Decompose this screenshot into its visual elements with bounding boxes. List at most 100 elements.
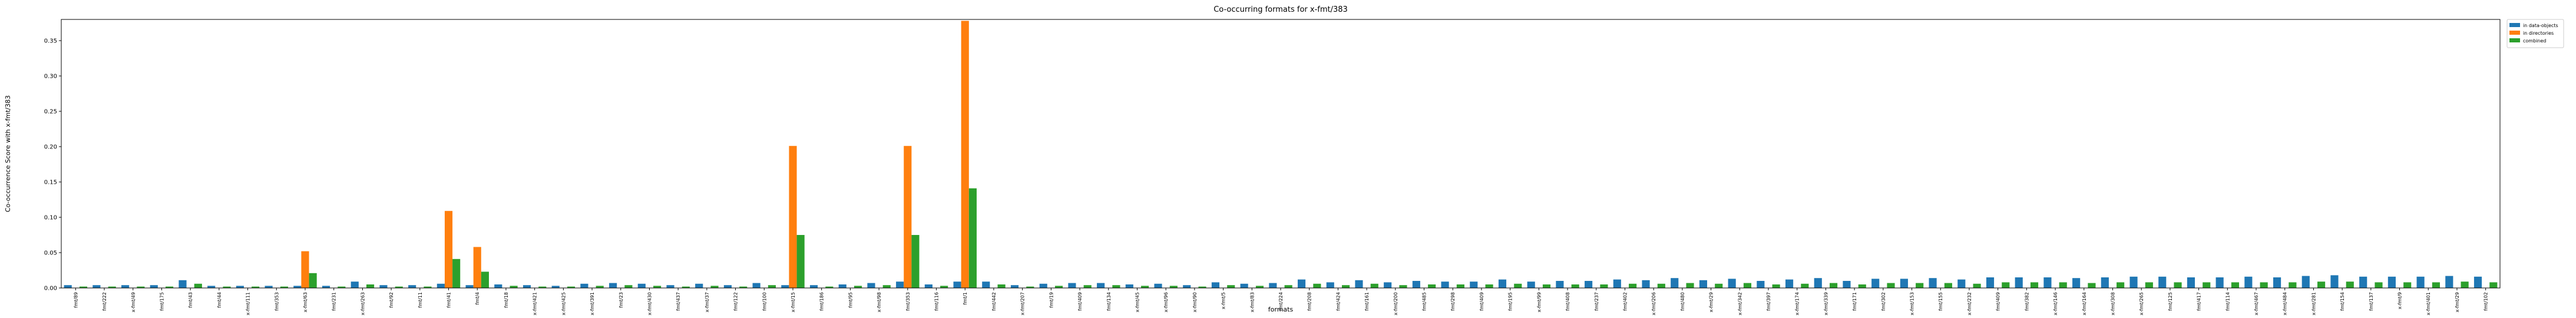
bar-in-data-objects-68 (2015, 277, 2023, 288)
bar-in-data-objects-33 (1010, 285, 1019, 288)
x-tick-label: fmt/382 (2024, 292, 2029, 311)
bar-combined-63 (1887, 283, 1895, 288)
plot-bars (64, 21, 2498, 289)
bar-combined-18 (596, 286, 604, 288)
bar-in-data-objects-37 (1125, 284, 1133, 288)
bar-in-data-objects-40 (1211, 282, 1220, 288)
bar-combined-46 (1399, 285, 1407, 288)
bar-combined-82 (2432, 282, 2440, 288)
y-tick-label: 0.20 (44, 144, 57, 151)
bar-in-data-objects-13 (437, 283, 445, 288)
x-tick-label: x-fmt/265 (2139, 292, 2144, 315)
bar-in-data-objects-79 (2330, 275, 2339, 288)
x-tick-label: x-fmt/263 (360, 292, 365, 315)
y-tick-label: 0.10 (44, 215, 57, 221)
bar-in-data-objects-10 (350, 281, 359, 288)
bar-in-data-objects-18 (580, 283, 588, 288)
bar-combined-72 (2145, 282, 2153, 288)
bar-combined-49 (1485, 284, 1493, 288)
x-tick-label: fmt/114 (2225, 292, 2230, 311)
bar-in-data-objects-5 (207, 286, 216, 288)
bar-in-data-objects-66 (1957, 279, 1966, 288)
x-tick-label: fmt/19 (1049, 292, 1054, 308)
x-tick-label: fmt/137 (2369, 292, 2374, 311)
bar-combined-7 (280, 286, 289, 288)
x-tick-label: x-fmt/153 (1910, 292, 1915, 315)
bar-combined-40 (1227, 285, 1235, 288)
bar-combined-48 (1456, 284, 1464, 288)
x-tick-label: x-fmt/15 (791, 292, 796, 312)
x-tick-label: fmt/208 (1307, 292, 1312, 311)
bar-combined-20 (653, 286, 662, 288)
legend-label-in-directories: in directories (2523, 31, 2554, 36)
bar-combined-53 (1600, 284, 1608, 288)
bar-combined-65 (1944, 283, 1952, 288)
bar-combined-39 (1198, 286, 1206, 288)
x-tick-label: x-fmt/281 (2311, 292, 2316, 315)
bar-in-data-objects-34 (1039, 283, 1047, 288)
legend-label-combined: combined (2523, 38, 2546, 44)
legend: in data-objects in directories combined (2506, 19, 2564, 48)
bar-in-data-objects-62 (1843, 281, 1851, 288)
x-tick-label: x-fmt/146 (2053, 292, 2058, 315)
x-tick-label: fmt/195 (1508, 292, 1513, 311)
chart-title: Co-occurring formats for x-fmt/383 (1213, 5, 1348, 14)
x-tick-label: fmt/125 (2168, 292, 2173, 311)
bar-in-data-objects-41 (1240, 283, 1248, 288)
x-tick-label: x-fmt/206 (1651, 292, 1656, 315)
bar-in-data-objects-64 (1900, 279, 1908, 288)
bar-in-data-objects-72 (2129, 276, 2138, 288)
bar-combined-55 (1657, 283, 1665, 288)
bar-in-data-objects-52 (1556, 281, 1564, 288)
bar-combined-56 (1686, 283, 1694, 288)
bar-combined-27 (854, 286, 862, 288)
x-tick-label: x-fmt/342 (1737, 292, 1742, 315)
bar-combined-60 (1801, 283, 1809, 288)
bar-in-data-objects-17 (551, 286, 560, 288)
x-tick-label: x-fmt/45 (1135, 292, 1140, 312)
x-tick-label: x-fmt/29 (1709, 292, 1714, 312)
bar-in-directories-13 (444, 211, 453, 288)
x-tick-label: x-fmt/111 (246, 292, 251, 315)
bar-combined-74 (2203, 282, 2211, 288)
bar-in-data-objects-78 (2301, 276, 2310, 288)
bar-in-data-objects-49 (1470, 281, 1478, 288)
bar-in-data-objects-59 (1757, 281, 1765, 288)
y-tick-label: 0.00 (44, 286, 57, 292)
bar-in-data-objects-73 (2158, 276, 2167, 288)
x-tick-label: x-fmt/421 (533, 292, 538, 315)
bar-in-data-objects-22 (695, 283, 703, 288)
bar-combined-58 (1743, 283, 1752, 288)
bar-combined-19 (624, 285, 633, 288)
bar-in-data-objects-24 (752, 283, 760, 288)
x-tick-label: fmt/23 (619, 292, 624, 308)
bar-in-data-objects-11 (379, 285, 388, 288)
x-tick-label: x-fmt/401 (2426, 292, 2431, 315)
bar-in-data-objects-82 (2416, 276, 2425, 288)
bar-in-data-objects-65 (1929, 278, 1937, 288)
bar-in-directories-8 (301, 251, 309, 288)
bar-combined-59 (1772, 284, 1780, 288)
x-tick-label: fmt/237 (1594, 292, 1599, 311)
bar-combined-15 (510, 286, 518, 288)
bar-combined-84 (2489, 282, 2498, 288)
x-tick-label: fmt/417 (2197, 292, 2202, 311)
x-tick-label: x-fmt/174 (1795, 292, 1800, 315)
bar-in-data-objects-36 (1097, 283, 1105, 288)
bar-combined-54 (1629, 283, 1637, 288)
bar-combined-4 (194, 283, 202, 288)
x-tick-label: fmt/18 (504, 292, 509, 308)
x-tick-label: fmt/402 (1622, 292, 1628, 311)
x-tick-label: fmt/408 (1565, 292, 1570, 311)
x-tick-label: fmt/122 (733, 292, 739, 311)
bar-in-data-objects-75 (2215, 277, 2224, 288)
bar-in-directories-31 (961, 21, 969, 289)
bar-combined-61 (1829, 283, 1838, 288)
bar-combined-3 (166, 286, 174, 288)
bar-in-data-objects-31 (953, 281, 961, 288)
bar-in-data-objects-38 (1154, 283, 1162, 288)
x-tick-label: fmt/89 (73, 292, 78, 308)
y-tick-label: 0.05 (44, 250, 57, 257)
bar-combined-71 (2117, 282, 2125, 288)
x-tick-label: fmt/424 (1335, 292, 1341, 311)
